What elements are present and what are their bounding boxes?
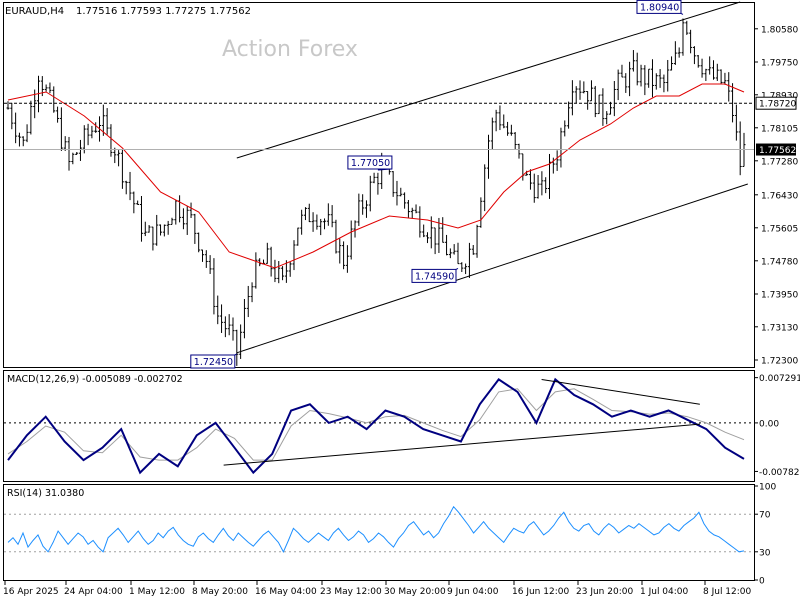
rsi-tick-label: 70 (759, 511, 771, 521)
macd-trendline (223, 423, 700, 466)
macd-title: MACD(12,26,9) -0.005089 -0.002702 (7, 374, 183, 385)
price-tick-label: 1.76430 (761, 191, 798, 201)
ohlc-label: 1.77516 1.77593 1.77275 1.77562 (76, 6, 251, 17)
price-annotation-pointer (680, 12, 684, 15)
rsi-tick-label: 0 (759, 577, 765, 587)
time-tick-label: 8 May 20:00 (192, 587, 248, 597)
symbol-label: EURAUD,H4 (5, 6, 64, 17)
macd-trendline (541, 378, 700, 405)
price-tick-label: 1.78105 (761, 124, 798, 134)
rsi-tick-label: 100 (759, 483, 776, 493)
moving-average-line (7, 83, 745, 269)
rsi-tick-label: 30 (759, 548, 771, 558)
price-annotation-box (636, 0, 682, 14)
price-annotation-box (347, 155, 393, 170)
price-tick-label: 1.75605 (761, 224, 798, 234)
price-annotation-label: 1.77050 (351, 158, 390, 169)
time-tick-label: 30 May 20:00 (384, 587, 446, 597)
rsi-pane (3, 484, 755, 581)
time-tick-label: 23 May 12:00 (320, 587, 382, 597)
price-tick-label: 1.77280 (761, 157, 798, 167)
price-tick-label: 1.72300 (761, 357, 798, 367)
marked-level-label: 1.78720 (759, 100, 796, 110)
watermark: Action Forex (222, 37, 358, 62)
macd-tick-label: -0.00782 (759, 468, 799, 478)
price-annotation-label: 1.80940 (640, 2, 679, 13)
time-tick-label: 24 Apr 04:00 (64, 587, 123, 597)
channel-upper-line (236, 1, 741, 159)
time-tick-label: 1 Jul 04:00 (640, 587, 689, 597)
price-tick-label: 1.80580 (761, 25, 798, 35)
macd-tick-label: 0.00 (759, 419, 779, 429)
macd-tick-label: 0.007291 (759, 374, 800, 384)
price-tick-label: 1.79750 (761, 59, 798, 69)
price-annotation-pointer (234, 353, 238, 356)
price-pane (3, 2, 755, 368)
time-tick-label: 1 May 12:00 (129, 587, 185, 597)
price-tick-label: 1.74780 (761, 257, 798, 267)
time-tick-label: 23 Jun 20:00 (576, 587, 633, 597)
macd-pane (3, 370, 755, 482)
price-annotation-box (411, 268, 457, 283)
rsi-lines: 100 70 30 0 (4, 483, 776, 587)
time-axis: 16 Apr 2025 24 Apr 04:00 1 May 12:00 8 May … (3, 581, 752, 597)
macd-lines: 0.007291 0.00 -0.00782 (4, 374, 800, 478)
macd-main-line (7, 377, 745, 475)
channel-lines (236, 1, 748, 354)
price-annotation-pointer (455, 267, 459, 270)
time-tick-label: 9 Jun 04:00 (447, 587, 499, 597)
price-annotation-label: 1.72450 (194, 357, 233, 368)
price-tick-label: 1.73950 (761, 291, 798, 301)
time-tick-label: 16 Jun 12:00 (512, 587, 569, 597)
marked-level-box (755, 96, 797, 110)
candles (6, 18, 746, 366)
price-tick-label: 1.78930 (761, 91, 798, 101)
price-annotation-box (190, 354, 236, 369)
price-tick-label: 1.73130 (761, 323, 798, 333)
current-price-box (756, 143, 796, 156)
time-tick-label: 16 Apr 2025 (3, 587, 59, 597)
rsi-line (7, 505, 745, 553)
current-price-label: 1.77562 (759, 146, 796, 156)
moving-average (7, 83, 745, 269)
price-axis: 1.80580 1.79750 1.78930 1.78105 1.77280 1.764… (754, 25, 798, 367)
time-tick-label: 8 Jul 12:00 (703, 587, 752, 597)
price-annotation-label: 1.74590 (415, 271, 454, 282)
price-levels: 1.78720 1.77562 (4, 96, 797, 156)
channel-lower-line (236, 183, 748, 354)
price-annotations: 1.80940 1.77050 1.74590 1.72450 (190, 0, 684, 369)
time-tick-label: 16 May 04:00 (255, 587, 317, 597)
rsi-title: RSI(14) 31.0380 (7, 488, 84, 499)
price-annotation-pointer (377, 168, 392, 171)
